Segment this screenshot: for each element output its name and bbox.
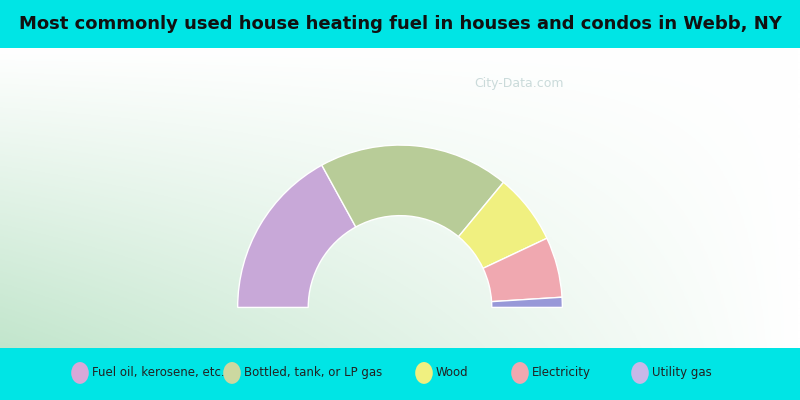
Ellipse shape	[631, 362, 649, 384]
Text: Electricity: Electricity	[532, 366, 591, 380]
Ellipse shape	[71, 362, 89, 384]
Text: Bottled, tank, or LP gas: Bottled, tank, or LP gas	[244, 366, 382, 380]
Text: Most commonly used house heating fuel in houses and condos in Webb, NY: Most commonly used house heating fuel in…	[18, 15, 782, 33]
Text: Wood: Wood	[436, 366, 469, 380]
Ellipse shape	[223, 362, 241, 384]
Ellipse shape	[415, 362, 433, 384]
Text: Utility gas: Utility gas	[652, 366, 712, 380]
Wedge shape	[238, 165, 356, 308]
Wedge shape	[322, 145, 503, 237]
Wedge shape	[491, 297, 562, 308]
Text: City-Data.com: City-Data.com	[474, 78, 563, 90]
Wedge shape	[483, 238, 562, 302]
Ellipse shape	[511, 362, 529, 384]
Text: Fuel oil, kerosene, etc.: Fuel oil, kerosene, etc.	[92, 366, 225, 380]
Wedge shape	[458, 182, 547, 268]
